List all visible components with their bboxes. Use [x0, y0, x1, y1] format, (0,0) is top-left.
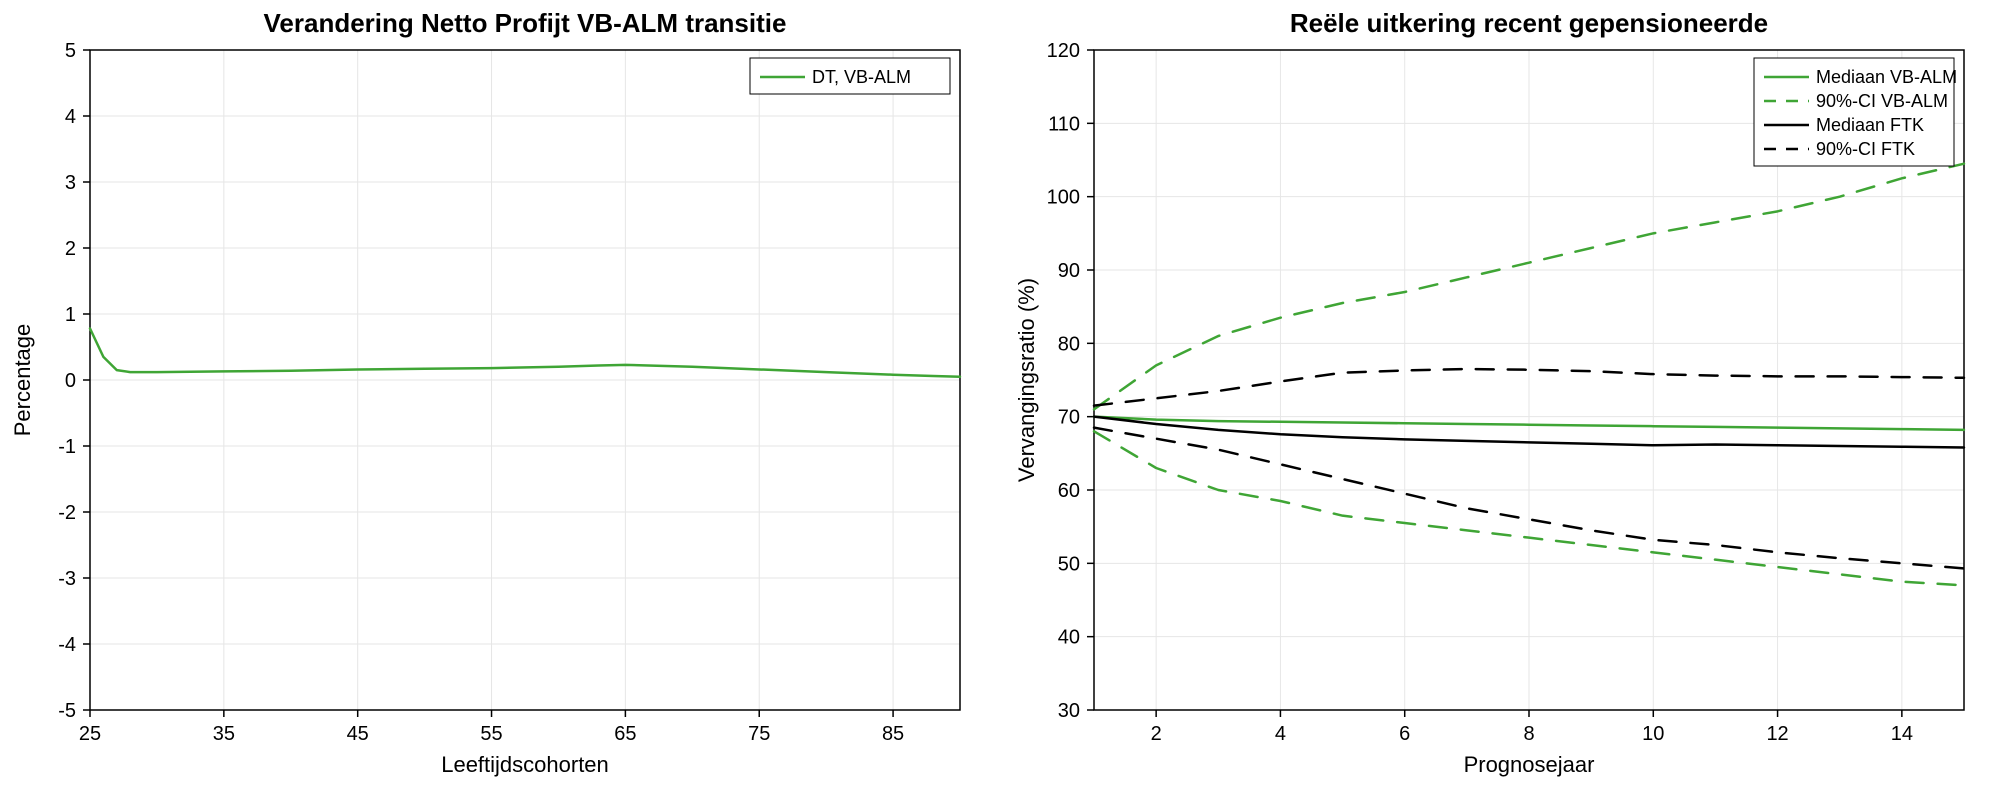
x-tick-label: 10	[1642, 723, 1664, 745]
x-tick-label: 4	[1275, 723, 1286, 745]
x-axis-label: Leeftijdscohorten	[441, 752, 609, 777]
y-tick-label: 50	[1058, 553, 1080, 575]
y-tick-label: -4	[58, 634, 76, 656]
y-tick-label: 2	[65, 238, 76, 260]
x-tick-label: 65	[614, 723, 636, 745]
chart-title: Reële uitkering recent gepensioneerde	[1290, 8, 1768, 38]
x-tick-label: 8	[1523, 723, 1534, 745]
y-tick-label: 80	[1058, 333, 1080, 355]
x-tick-label: 6	[1399, 723, 1410, 745]
x-tick-label: 35	[213, 723, 235, 745]
right-panel: 2 4 6 8 10 12 14 30 40 50 60 70 80 90 100 110 120 Prognos…	[1004, 0, 2008, 795]
charts-container: 25354555657585-5-4-3-2-1012345Leeftijdsc…	[0, 0, 2008, 795]
x-tick-label: 55	[480, 723, 502, 745]
y-tick-label: -1	[58, 436, 76, 458]
left-panel: 25354555657585-5-4-3-2-1012345Leeftijdsc…	[0, 0, 1004, 795]
y-axis-label: Percentage	[10, 324, 35, 437]
y-tick-label: 0	[65, 370, 76, 392]
chart-title: Verandering Netto Profijt VB-ALM transit…	[264, 8, 787, 38]
y-tick-label: 3	[65, 172, 76, 194]
y-tick-label: -3	[58, 568, 76, 590]
y-tick-label: 1	[65, 304, 76, 326]
y-tick-label: 40	[1058, 627, 1080, 649]
x-tick-label: 12	[1766, 723, 1788, 745]
y-tick-label: 120	[1047, 40, 1080, 62]
y-tick-label: 100	[1047, 187, 1080, 209]
y-axis-label: Vervangingsratio (%)	[1014, 278, 1039, 482]
y-tick-label: -2	[58, 502, 76, 524]
y-tick-label: 4	[65, 106, 76, 128]
y-tick-label: 5	[65, 40, 76, 62]
left-chart: 25354555657585-5-4-3-2-1012345Leeftijdsc…	[0, 0, 1004, 795]
legend-label: 90%-CI VB-ALM	[1816, 91, 1948, 111]
y-tick-label: 30	[1058, 700, 1080, 722]
x-tick-label: 75	[748, 723, 770, 745]
x-tick-label: 85	[882, 723, 904, 745]
x-axis-label: Prognosejaar	[1464, 752, 1595, 777]
y-tick-label: 60	[1058, 480, 1080, 502]
y-tick-label: 110	[1048, 113, 1080, 135]
y-tick-label: 70	[1058, 407, 1080, 429]
x-tick-label: 2	[1151, 723, 1162, 745]
legend: Mediaan VB-ALM 90%-CI VB-ALM Mediaan FTK 90…	[1754, 58, 1957, 166]
legend-label: Mediaan VB-ALM	[1816, 67, 1957, 87]
x-tick-label: 45	[347, 723, 369, 745]
y-tick-label: -5	[58, 700, 76, 722]
legend-label: Mediaan FTK	[1816, 115, 1924, 135]
legend-label: 90%-CI FTK	[1816, 139, 1915, 159]
y-tick-label: 90	[1058, 260, 1080, 282]
x-tick-label: 25	[79, 723, 101, 745]
legend: DT, VB-ALM	[750, 58, 950, 94]
right-chart: 2 4 6 8 10 12 14 30 40 50 60 70 80 90 100 110 120 Prognos…	[1004, 0, 2008, 795]
legend-label: DT, VB-ALM	[812, 67, 911, 87]
x-tick-label: 14	[1891, 723, 1913, 745]
